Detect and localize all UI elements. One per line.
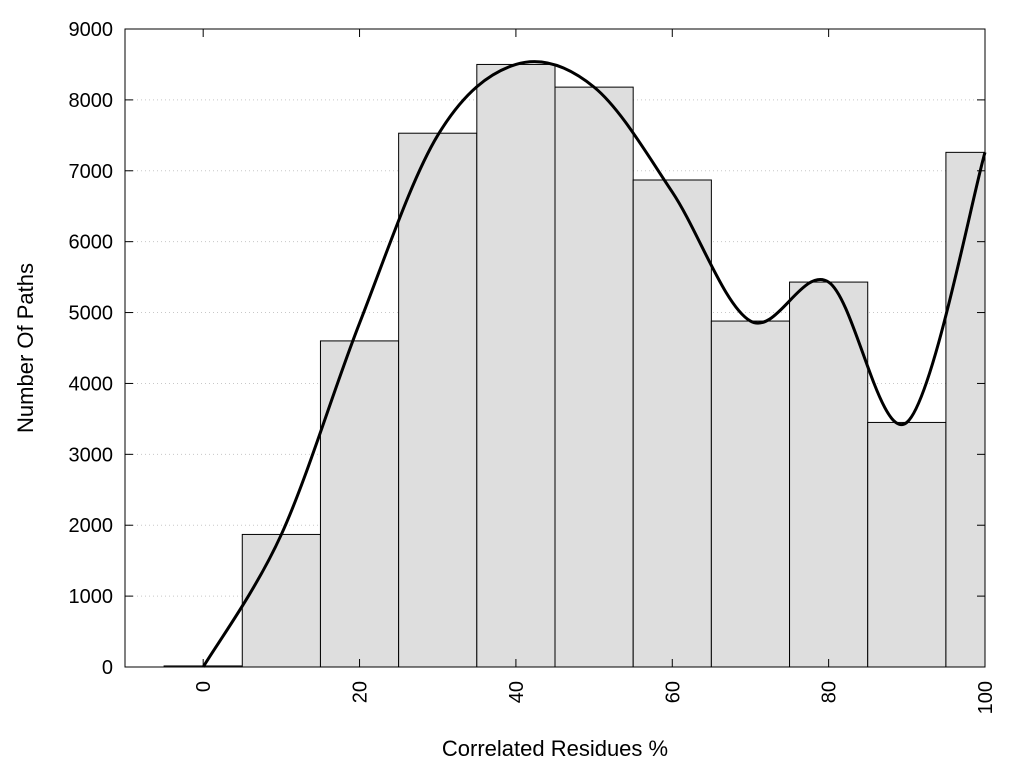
x-axis-ticks: 0 20 40 60 80 100 [193,29,997,714]
y-tick-label: 4000 [69,373,114,395]
x-tick-label: 60 [662,681,684,703]
curve-line [201,60,987,668]
y-tick-label: 1000 [69,586,114,608]
histogram-bar [241,533,321,668]
x-tick-label: 80 [819,681,841,703]
x-tick-label: 0 [193,681,215,692]
fitted-curve [201,60,987,668]
histogram-bar [867,421,947,668]
histogram-bar [710,320,791,668]
histogram-bar [398,132,478,668]
x-tick-label: 100 [975,681,997,714]
y-tick-label: 5000 [69,303,114,325]
y-axis-ticks: 0 1000 2000 3000 4000 5000 6000 7000 8000 9000 [69,19,985,679]
plot-frame [124,28,986,668]
y-tick-label: 9000 [69,19,114,41]
y-tick-label: 8000 [69,90,114,112]
y-tick-label: 0 [102,657,113,679]
histogram-bar [632,179,712,668]
x-tick-label: 40 [506,681,528,703]
bars [163,63,986,668]
y-axis-title: Number Of Paths [13,263,38,433]
histogram-bar [789,281,869,668]
y-tick-label: 7000 [69,161,114,183]
y-tick-label: 6000 [69,232,114,254]
y-tick-label: 2000 [69,515,114,537]
histogram-bar [319,340,400,668]
x-tick-label: 20 [350,681,372,703]
histogram-bar [476,63,556,668]
histogram-bar [554,86,634,668]
y-tick-label: 3000 [69,444,114,466]
x-axis-title: Correlated Residues % [442,736,668,761]
